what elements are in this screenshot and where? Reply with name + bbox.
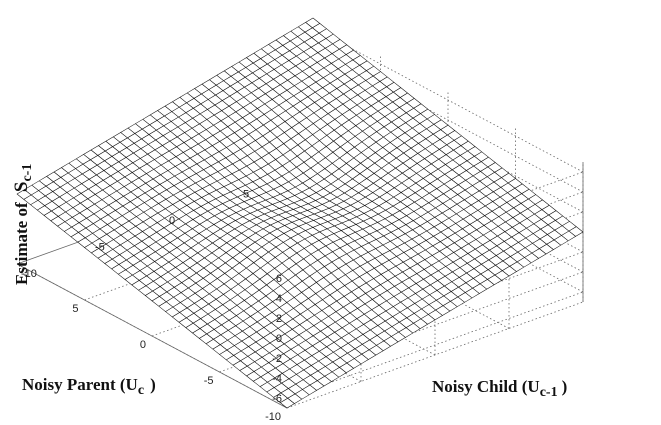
x-axis-label-sub: c xyxy=(138,383,144,398)
z-tick-label: 0 xyxy=(276,333,282,345)
x-axis-label-close: ) xyxy=(150,375,156,394)
z-tick-label: 2 xyxy=(276,313,282,325)
surface-cell xyxy=(16,189,32,200)
surface-mesh xyxy=(16,17,584,409)
z-tick-label: 4 xyxy=(276,293,282,305)
z-tick-label: -4 xyxy=(272,373,282,385)
z-tick-labels: 6 4 2 0 -2 -4 -6 xyxy=(272,273,282,405)
y-tick-labels: -10 -5 0 5 xyxy=(21,189,249,281)
x-tick-label: -10 xyxy=(265,411,281,423)
x-tick-label: 0 xyxy=(140,339,146,351)
x-tick-labels: 5 0 -5 -10 xyxy=(72,303,281,423)
z-axis-label: Estimate of Sc-1 xyxy=(11,164,35,285)
z-tick-label: -6 xyxy=(272,393,282,405)
x-axis-label: Noisy Parent (Uc) xyxy=(22,375,156,398)
grid-line-z xyxy=(312,27,584,173)
z-axis-label-text: Estimate of xyxy=(12,202,31,285)
z-tick-label: 6 xyxy=(276,273,282,285)
z-axis-label-sub: c-1 xyxy=(20,164,35,182)
axis-edge xyxy=(16,263,288,409)
x-tick-label: 5 xyxy=(72,303,78,315)
y-tick-label: 0 xyxy=(169,215,175,227)
y-axis-label-close: ) xyxy=(562,377,568,396)
grid-line-z xyxy=(286,291,584,399)
z-axis-label-symbol: S xyxy=(11,182,32,193)
y-axis-label-sub: c-1 xyxy=(540,385,558,400)
y-axis-label-text: Noisy Child (U xyxy=(432,377,540,396)
grid-line-z xyxy=(312,47,584,193)
x-axis-label-text: Noisy Parent (U xyxy=(22,375,138,394)
x-tick-label: -5 xyxy=(204,375,214,387)
y-tick-label: -10 xyxy=(21,268,37,280)
y-tick-label: 5 xyxy=(243,189,249,201)
y-axis-label: Noisy Child (Uc-1) xyxy=(432,377,567,400)
z-tick-label: -2 xyxy=(272,353,282,365)
y-tick-label: -5 xyxy=(95,242,105,254)
